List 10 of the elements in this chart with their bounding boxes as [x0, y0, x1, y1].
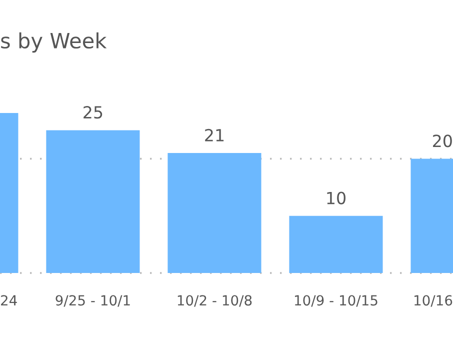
- data-label: 10: [327, 192, 346, 204]
- x-tick-label: 24: [1, 295, 17, 306]
- x-tick-label: 10/9 - 10/15: [294, 295, 378, 307]
- chart-title: s by Week: [1, 32, 107, 53]
- x-tick-label: 10/16: [414, 295, 452, 307]
- x-tick-label: 9/25 - 10/1: [56, 295, 130, 307]
- data-label: 20: [433, 134, 452, 148]
- data-label: 21: [205, 128, 224, 142]
- x-tick-label: 10/2 - 10/8: [178, 295, 252, 307]
- data-label: 25: [84, 106, 102, 119]
